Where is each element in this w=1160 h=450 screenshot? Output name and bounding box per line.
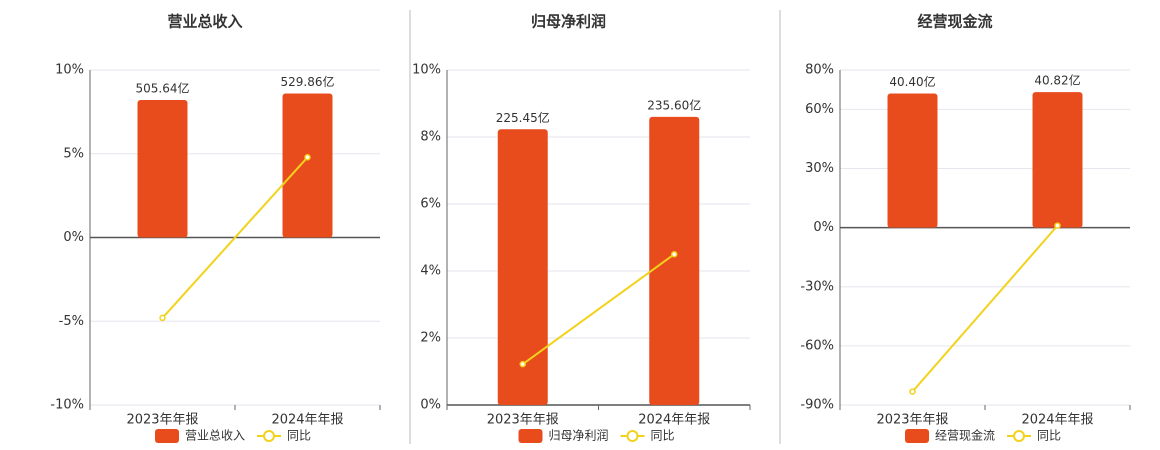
y-tick-label: -5% <box>59 314 84 329</box>
y-tick-label: 10% <box>55 63 84 78</box>
point <box>519 360 526 368</box>
point <box>671 251 678 258</box>
legend-label: 同比 <box>1037 429 1061 443</box>
y-tick-label: 6% <box>420 197 441 212</box>
x-tick-label: 2023年年报 <box>126 413 198 428</box>
chart-title: 营业总收入 <box>167 13 242 31</box>
legend-swatch <box>155 429 179 443</box>
legend-swatch <box>518 429 543 443</box>
line <box>161 156 309 319</box>
line <box>522 253 675 365</box>
y-tick-label: -60% <box>800 338 834 353</box>
legend-swatch <box>905 429 929 443</box>
y-tick-label: 8% <box>420 130 441 145</box>
y-tick-label: 0% <box>63 230 84 245</box>
x-tick-label: 2023年年报 <box>487 413 559 428</box>
legend-label: 经营现金流 <box>935 428 995 443</box>
bar <box>497 129 548 406</box>
value-label: 529.86亿 <box>281 74 335 89</box>
y-tick-label: 5% <box>63 146 84 161</box>
chart-title: 经营现金流 <box>917 13 992 31</box>
y-tick-label: 60% <box>805 102 834 117</box>
legend-label: 同比 <box>287 429 311 443</box>
y-tick-label: -30% <box>800 279 834 294</box>
y-tick-label: 0% <box>420 398 441 413</box>
value-label: 40.82亿 <box>1034 73 1080 88</box>
legend-swatch <box>626 430 639 442</box>
point <box>159 314 166 322</box>
x-tick-label: 2024年年报 <box>1021 413 1093 428</box>
y-tick-label: -90% <box>800 398 834 413</box>
point <box>909 388 916 395</box>
point <box>304 154 311 161</box>
value-label: 505.64亿 <box>136 81 190 96</box>
legend-swatch <box>263 430 275 442</box>
y-tick-label: 4% <box>420 264 441 279</box>
x-tick-label: 2024年年报 <box>271 413 343 428</box>
y-tick-label: 0% <box>813 220 834 235</box>
point <box>1054 222 1061 229</box>
x-tick-label: 2023年年报 <box>876 413 948 428</box>
bar <box>1032 92 1083 228</box>
bar <box>887 93 938 228</box>
value-label: 225.45亿 <box>496 110 550 125</box>
legend-label: 同比 <box>651 429 675 443</box>
y-tick-label: 80% <box>805 63 834 78</box>
line <box>911 224 1059 393</box>
legend-swatch <box>1013 430 1025 442</box>
y-tick-label: 2% <box>420 331 441 346</box>
bar <box>137 100 188 238</box>
bar <box>282 93 333 238</box>
value-label: 235.60亿 <box>647 97 701 112</box>
bar <box>649 116 700 406</box>
x-tick-label: 2024年年报 <box>638 413 710 428</box>
y-tick-label: 30% <box>805 161 834 176</box>
y-tick-label: -10% <box>50 398 84 413</box>
y-tick-label: 10% <box>412 63 441 78</box>
chart-title: 归母净利润 <box>531 13 606 31</box>
legend-label: 营业总收入 <box>185 429 245 443</box>
legend-label: 归母净利润 <box>549 429 609 443</box>
value-label: 40.40亿 <box>889 74 935 89</box>
